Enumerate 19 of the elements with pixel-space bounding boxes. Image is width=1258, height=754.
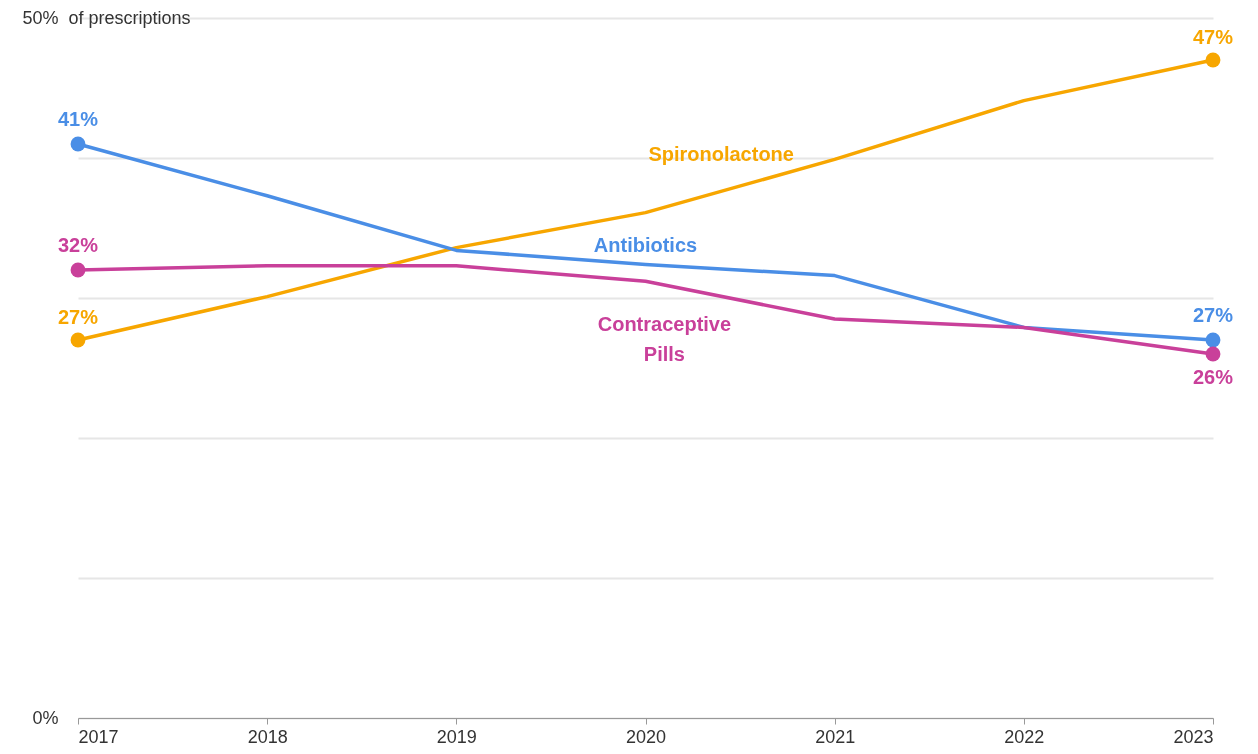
- data-label: 27%: [1192, 304, 1234, 326]
- data-label: 32%: [57, 234, 99, 256]
- x-tick-label: 2018: [247, 726, 288, 747]
- y-tick-label: 0%: [32, 707, 59, 728]
- y-axis-title: of prescriptions: [68, 7, 191, 28]
- data-label: 47%: [1192, 26, 1234, 48]
- x-tick-label: 2021: [815, 726, 856, 747]
- data-label: 27%: [57, 306, 99, 328]
- series-label: Contraceptive Pills: [597, 312, 732, 365]
- x-tick-label: 2019: [436, 726, 477, 747]
- series-label: Antibiotics: [593, 234, 698, 257]
- x-tick-label: 2022: [1004, 726, 1045, 747]
- data-label: 41%: [57, 108, 99, 130]
- x-tick-label: 2020: [625, 726, 667, 747]
- x-tick-label: 2023: [1173, 726, 1214, 747]
- data-label: 26%: [1192, 366, 1234, 388]
- y-tick-label: 50%: [22, 7, 59, 28]
- series-label: Spironolactone: [648, 143, 794, 166]
- x-tick-label: 2017: [78, 726, 119, 747]
